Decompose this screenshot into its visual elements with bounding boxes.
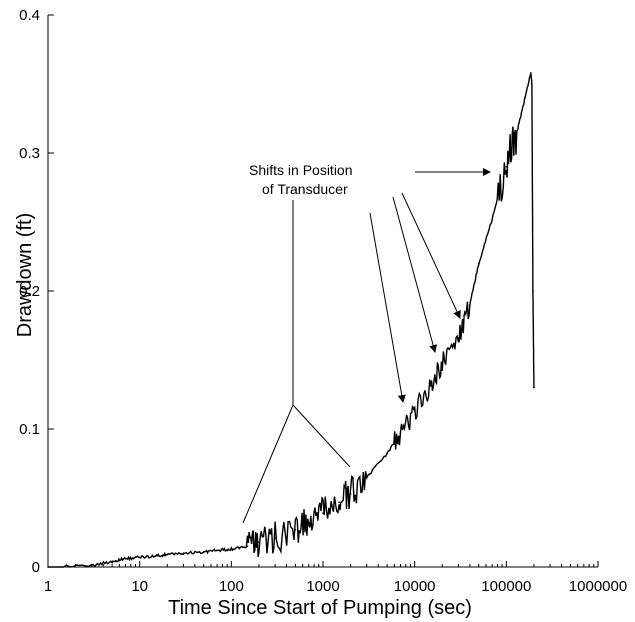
drawdown-data-point [524, 97, 526, 99]
drawdown-data-point [258, 541, 260, 543]
y-tick-label: 0.3 [19, 145, 40, 162]
y-axis-title: Drawdown (ft) [14, 213, 36, 337]
annotations: Shifts in Position of Transducer [242, 162, 491, 524]
drawdown-data-point [294, 528, 297, 531]
drawdown-data-point [533, 386, 535, 389]
annotation-arrow-line [401, 192, 461, 319]
drawdown-data-point [322, 512, 324, 514]
drawdown-data-point [505, 166, 508, 168]
drawdown-data-point [532, 290, 534, 292]
drawdown-data-point [274, 537, 276, 539]
drawdown-data-point [182, 552, 185, 554]
annotation-text-line-1: Shifts in Position [249, 162, 353, 178]
x-tick-label: 1 [44, 578, 52, 595]
annotation-text-line-2: of Transducer [262, 181, 348, 197]
drawdown-data-point [365, 476, 368, 479]
y-tick-label: 0 [32, 559, 40, 576]
drawdown-data-point [155, 555, 157, 557]
drawdown-data-point [308, 522, 310, 524]
tick-labels: 1 10 100 1000 10000 100000 1000000 0 0.1 0.2 0.3 0.… [19, 7, 627, 595]
series-layer [47, 71, 535, 568]
x-tick-label: 100 [219, 578, 244, 595]
annotation-arrow-line [392, 196, 438, 353]
drawdown-data-point [124, 557, 127, 560]
drawdown-data-point [469, 304, 471, 306]
y-tick-label: 0.4 [19, 7, 40, 24]
drawdown-data-point [90, 564, 93, 567]
drawdown-data-point [413, 410, 416, 412]
drawdown-data-point [246, 545, 249, 548]
drawdown-data-point [399, 432, 402, 434]
drawdown-data-point [515, 131, 518, 134]
drawdown-data-point [430, 384, 432, 386]
drawdown-data-point [338, 501, 340, 503]
drawdown-data-point [491, 218, 493, 221]
axes [47, 15, 598, 568]
drawdown-data-point [230, 548, 233, 550]
x-tick-label: 10000 [394, 578, 436, 595]
y-tick-label: 0.2 [19, 283, 40, 300]
drawdown-data-point [457, 337, 460, 339]
drawdown-data-point [216, 549, 218, 552]
ticks [47, 14, 599, 568]
annotation-arrow-line [369, 212, 406, 403]
drawdown-data-point [477, 262, 480, 265]
x-tick-label: 1000000 [569, 578, 627, 595]
drawdown-data-point [530, 72, 532, 74]
drawdown-data-point [47, 566, 49, 568]
drawdown-data-point [441, 361, 444, 364]
x-tick-label: 1000 [306, 578, 339, 595]
annotation-leader-line [242, 404, 294, 524]
drawdown-data-point [166, 553, 169, 556]
drawdown-data-point [138, 556, 141, 559]
drawdown-data-point [531, 83, 533, 85]
x-tick-label: 100000 [481, 578, 531, 595]
drawdown-data-point [111, 560, 113, 563]
drawdown-data-point [349, 493, 352, 495]
x-tick-label: 10 [131, 578, 148, 595]
annotation-leader-line [292, 404, 351, 468]
x-axis-title: Time Since Start of Pumping (sec) [168, 597, 472, 619]
drawdown-data-point [202, 551, 205, 553]
drawdown-series-line [48, 71, 535, 568]
y-tick-label: 0.1 [19, 421, 40, 438]
drawdown-data-point [386, 453, 388, 455]
